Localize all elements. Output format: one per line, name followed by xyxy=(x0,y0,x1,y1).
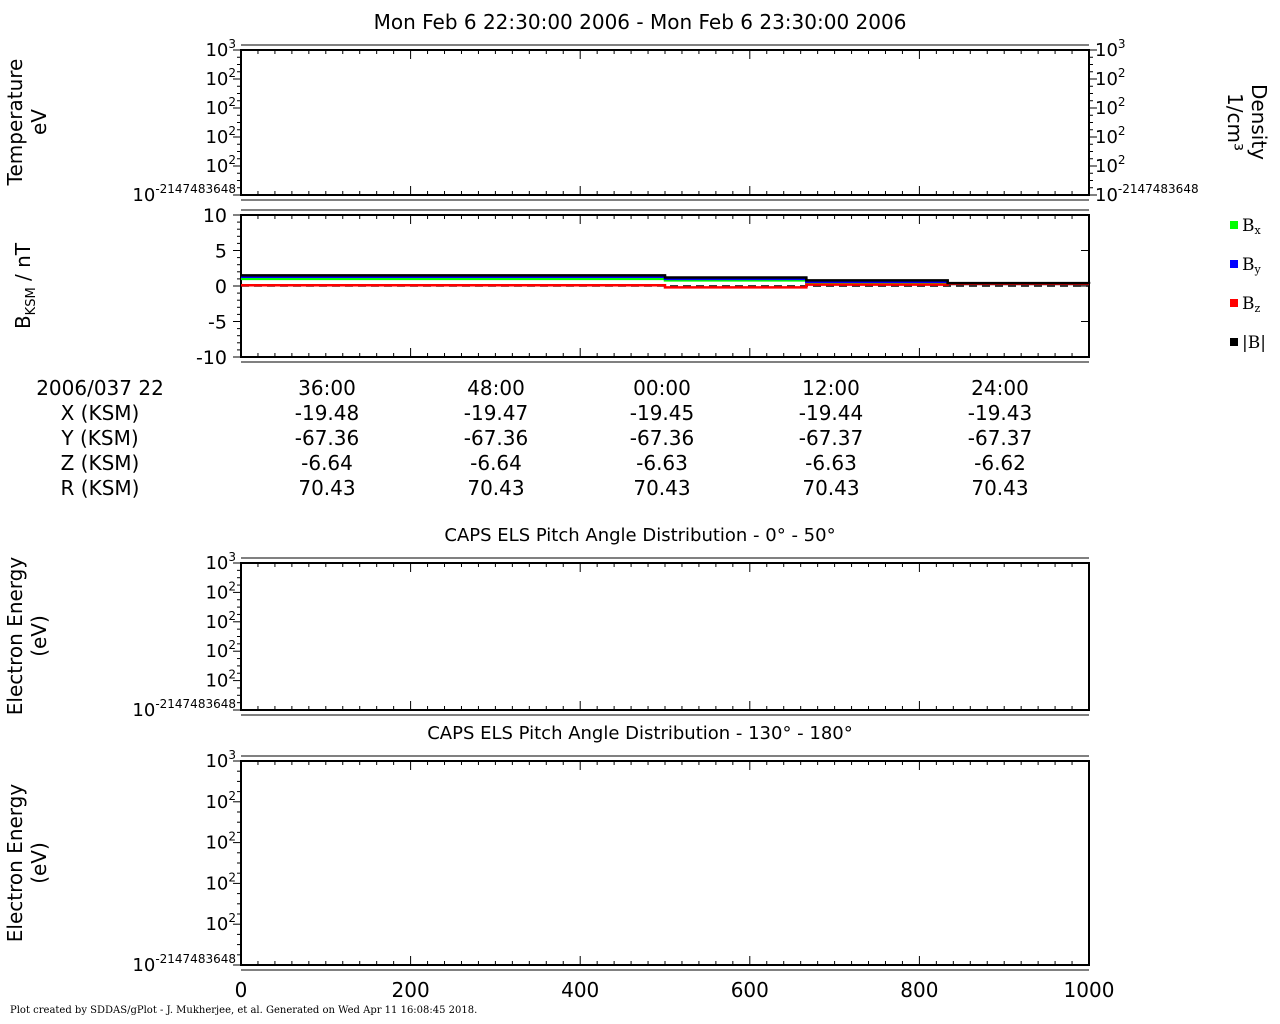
ephemeris-row-label: Z (KSM) xyxy=(61,451,140,475)
temperature-ytick-label: 102 xyxy=(205,66,236,90)
ephemeris-value: -67.37 xyxy=(799,426,863,450)
ephemeris-value: -67.36 xyxy=(630,426,694,450)
ephemeris-time-label: 12:00 xyxy=(802,376,860,400)
ephemeris-time-label: 00:00 xyxy=(633,376,691,400)
pad-0-50-panel-ytick-label: 10-2147483648 xyxy=(132,697,236,721)
ephemeris-value: -67.36 xyxy=(295,426,359,450)
ephemeris-value: -19.48 xyxy=(295,401,359,425)
x-tick-label: 400 xyxy=(561,978,599,1002)
temperature-ytick-label: 102 xyxy=(205,124,236,148)
ephemeris-value: -6.63 xyxy=(636,451,688,475)
ephemeris-value: -6.64 xyxy=(470,451,522,475)
temperature-axis-label: Temperature xyxy=(3,59,27,187)
ephemeris-time-label: 48:00 xyxy=(467,376,525,400)
ephemeris-value: 70.43 xyxy=(298,476,355,500)
page-title: Mon Feb 6 22:30:00 2006 - Mon Feb 6 23:3… xyxy=(374,10,907,34)
legend-label-absBabs: |B| xyxy=(1242,333,1266,353)
ephemeris-value: 70.43 xyxy=(633,476,690,500)
temperature-ytick-label: 102 xyxy=(205,95,236,119)
ephemeris-value: 70.43 xyxy=(971,476,1028,500)
ephemeris-value: -6.64 xyxy=(301,451,353,475)
electron-energy-axis-label: Electron Energy xyxy=(3,784,27,943)
pad-130-180-panel-ytick-label: 102 xyxy=(205,911,236,935)
density-ytick-label: 10-2147483648 xyxy=(1095,182,1199,206)
temperature-ytick-label: 10-2147483648 xyxy=(132,182,236,206)
ephemeris-value: -19.43 xyxy=(968,401,1032,425)
density-ytick-label: 102 xyxy=(1095,153,1126,177)
x-tick-label: 800 xyxy=(900,978,938,1002)
ephemeris-value: -19.45 xyxy=(630,401,694,425)
pad-130-180-panel-frame xyxy=(240,760,1090,966)
x-tick-label: 0 xyxy=(235,978,248,1002)
legend-swatch-Bz xyxy=(1230,299,1238,307)
footer-credit: Plot created by SDDAS/gPlot - J. Mukherj… xyxy=(10,1005,478,1016)
ephemeris-value: -67.37 xyxy=(968,426,1032,450)
bfield-ytick-label: 5 xyxy=(215,241,227,263)
electron-energy-axis-label: Electron Energy xyxy=(3,557,27,716)
density-ytick-label: 102 xyxy=(1095,95,1126,119)
pad-title: CAPS ELS Pitch Angle Distribution - 130°… xyxy=(427,723,853,744)
ephemeris-row-label: R (KSM) xyxy=(61,476,140,500)
ephemeris-value: -19.47 xyxy=(464,401,528,425)
ephemeris-value: -67.36 xyxy=(464,426,528,450)
density-ytick-label: 102 xyxy=(1095,66,1126,90)
pad-0-50-panel-ytick-label: 103 xyxy=(205,550,236,574)
pad-0-50-panel-ytick-label: 102 xyxy=(205,638,236,662)
pad-0-50-panel-frame xyxy=(240,562,1090,711)
ephemeris-time-label: 36:00 xyxy=(298,376,356,400)
density-axis-label: 1/cm³ xyxy=(1223,93,1247,151)
density-axis-label: Density xyxy=(1247,84,1271,160)
temperature-ytick-label: 103 xyxy=(205,37,236,61)
ephemeris-value: -6.63 xyxy=(805,451,857,475)
x-tick-label: 600 xyxy=(731,978,769,1002)
bfield-ytick-label: 10 xyxy=(203,205,227,227)
bfield-ytick-label: -5 xyxy=(208,312,227,334)
ephemeris-row-label: Y (KSM) xyxy=(60,426,138,450)
pad-130-180-panel-ytick-label: 102 xyxy=(205,789,236,813)
pad-130-180-panel-ytick-label: 102 xyxy=(205,830,236,854)
pad-title: CAPS ELS Pitch Angle Distribution - 0° -… xyxy=(444,525,835,546)
ephemeris-value: 70.43 xyxy=(467,476,524,500)
legend-label-Bx: Bx xyxy=(1242,216,1262,237)
legend-label-Bz: Bz xyxy=(1242,294,1261,315)
electron-energy-axis-label: (eV) xyxy=(27,615,51,657)
legend-label-By: By xyxy=(1242,255,1262,276)
pad-0-50-panel-ytick-label: 102 xyxy=(205,579,236,603)
ephemeris-row-label: X (KSM) xyxy=(61,401,140,425)
bfield-ytick-label: -10 xyxy=(196,347,227,369)
x-tick-label: 200 xyxy=(392,978,430,1002)
ephemeris-value: -19.44 xyxy=(799,401,863,425)
bfield-ytick-label: 0 xyxy=(215,276,227,298)
pad-0-50-panel-ytick-label: 102 xyxy=(205,668,236,692)
pad-130-180-panel-ytick-label: 103 xyxy=(205,748,236,772)
bfield-axis-label: BKSM / nT xyxy=(11,242,39,329)
ephemeris-value: -6.62 xyxy=(974,451,1026,475)
electron-energy-axis-label: (eV) xyxy=(27,842,51,884)
pad-130-180-panel-ytick-label: 10-2147483648 xyxy=(132,952,236,976)
legend-swatch-By xyxy=(1230,260,1238,268)
density-ytick-label: 103 xyxy=(1095,37,1126,61)
pad-130-180-panel-ytick-label: 102 xyxy=(205,870,236,894)
series-line-absBabs xyxy=(241,274,1091,285)
legend-swatch-absBabs xyxy=(1230,338,1238,346)
x-tick-label: 1000 xyxy=(1064,978,1115,1002)
temperature-ytick-label: 102 xyxy=(205,153,236,177)
ephemeris-start-label: 2006/037 22 xyxy=(36,376,164,400)
density-ytick-label: 102 xyxy=(1095,124,1126,148)
ephemeris-value: 70.43 xyxy=(802,476,859,500)
legend-swatch-Bx xyxy=(1230,221,1238,229)
pad-0-50-panel-ytick-label: 102 xyxy=(205,609,236,633)
ephemeris-time-label: 24:00 xyxy=(971,376,1029,400)
temperature-axis-label: eV xyxy=(27,109,51,135)
temperature-panel-frame xyxy=(240,49,1090,196)
